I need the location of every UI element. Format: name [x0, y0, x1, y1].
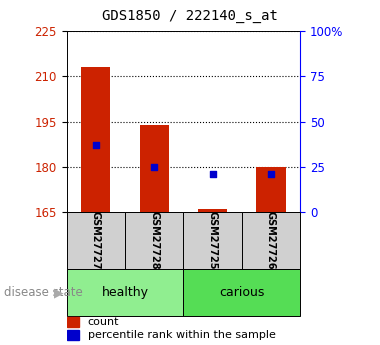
Text: GSM27728: GSM27728 — [149, 211, 159, 270]
Text: healthy: healthy — [101, 286, 149, 299]
Point — [151, 164, 157, 170]
Bar — [125, 212, 183, 269]
Text: GSM27725: GSM27725 — [207, 211, 218, 270]
Text: GDS1850 / 222140_s_at: GDS1850 / 222140_s_at — [102, 9, 278, 23]
Bar — [66, 212, 125, 269]
Bar — [198, 209, 227, 212]
Text: ▶: ▶ — [54, 286, 64, 299]
Bar — [66, 317, 79, 326]
Text: carious: carious — [219, 286, 264, 299]
Bar — [256, 167, 286, 212]
Point — [209, 171, 215, 177]
Bar — [242, 212, 300, 269]
Bar — [81, 67, 110, 212]
Bar — [139, 125, 169, 212]
Text: count: count — [87, 317, 119, 327]
Point — [93, 142, 99, 148]
Bar — [66, 331, 79, 340]
Text: GSM27726: GSM27726 — [266, 211, 276, 270]
Bar — [183, 269, 300, 316]
Text: percentile rank within the sample: percentile rank within the sample — [87, 331, 276, 340]
Text: disease state: disease state — [4, 286, 82, 299]
Point — [268, 171, 274, 177]
Bar — [183, 212, 242, 269]
Bar — [66, 269, 183, 316]
Text: GSM27727: GSM27727 — [91, 211, 101, 270]
